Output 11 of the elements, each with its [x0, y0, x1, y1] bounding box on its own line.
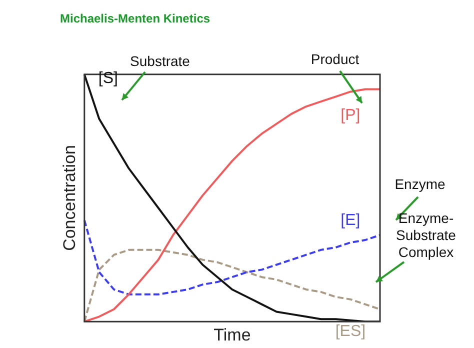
series-label: [ES]: [335, 322, 366, 340]
text: Product: [310, 51, 360, 68]
text: Enzyme: [394, 176, 446, 193]
chart-title: Michaelis-Menten Kinetics: [60, 12, 210, 26]
y-axis-title: Concentration: [60, 145, 79, 251]
text: Enzyme-Substrate Complex: [395, 210, 457, 261]
x-axis-title: Time: [214, 325, 251, 344]
series-label: [P]: [340, 107, 360, 124]
text: Substrate: [129, 53, 191, 70]
series-label: [S]: [98, 70, 118, 87]
series-label: [E]: [340, 212, 360, 229]
